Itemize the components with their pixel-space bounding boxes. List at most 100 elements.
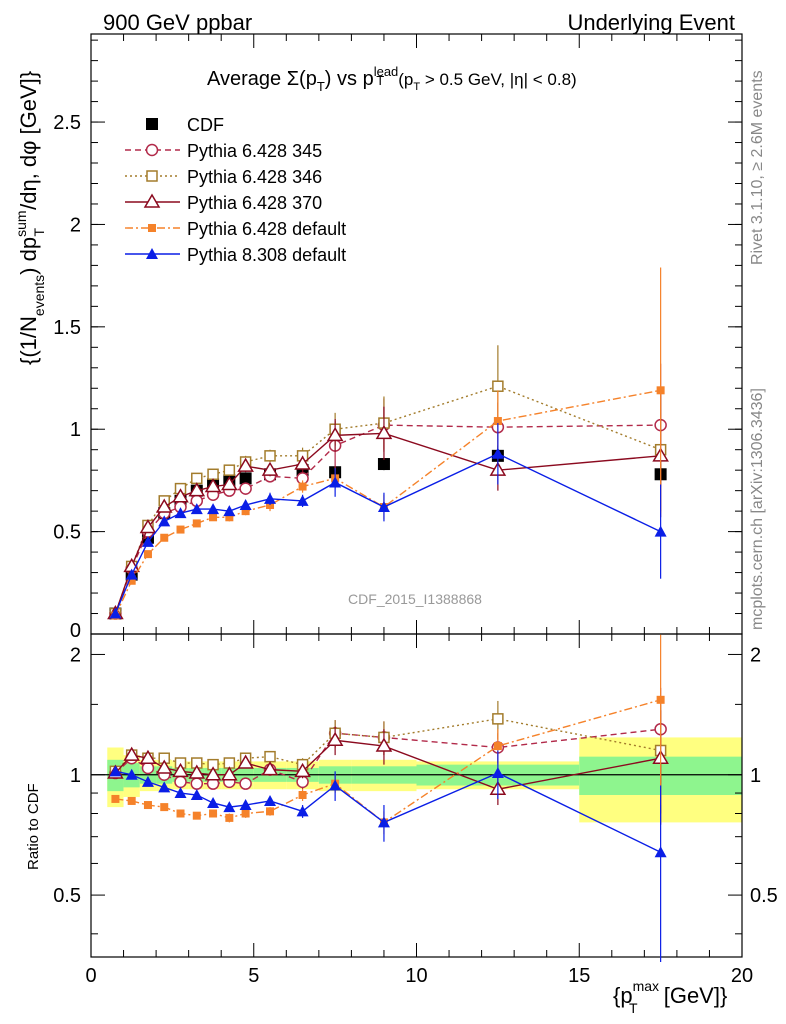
- lower-y-axis-label: Ratio to CDF: [25, 783, 42, 870]
- rivet-version-text: Rivet 3.1.10, ≥ 2.6M events: [749, 70, 766, 265]
- y-tick-label: 1.5: [53, 317, 81, 339]
- legend-label-p346: Pythia 6.428 346: [187, 167, 322, 187]
- x-tick-label: 10: [405, 965, 427, 987]
- lower-point-p370: [123, 746, 140, 761]
- analysis-watermark: CDF_2015_I1388868: [348, 591, 482, 607]
- lower-point-p6def: [266, 807, 275, 816]
- upper-point-p8def: [239, 498, 252, 510]
- lower-point-p8def: [223, 801, 236, 813]
- legend-label-p345: Pythia 6.428 345: [187, 141, 322, 161]
- y-tick-label-right: 1: [750, 765, 761, 787]
- legend: CDF Pythia 6.428 345 Pythia 6.428 346 Pythi…: [125, 115, 346, 265]
- y-zero-label: 0: [70, 620, 81, 642]
- x-tick-label: 20: [731, 965, 753, 987]
- lower-point-p345: [239, 777, 252, 790]
- x-tick-label: 0: [85, 965, 96, 987]
- upper-point-p370: [155, 498, 173, 513]
- lower-point-p370: [204, 766, 222, 781]
- lower-point-p8def: [125, 768, 138, 780]
- lower-point-p346: [264, 750, 276, 763]
- lower-point-p346: [492, 713, 504, 725]
- header-left: 900 GeV ppbar: [103, 10, 252, 35]
- upper-point-p370: [139, 519, 157, 534]
- lower-point-p8def: [491, 767, 504, 779]
- y-tick-label: 2: [70, 644, 81, 666]
- upper-point-p6def: [192, 519, 201, 528]
- upper-point-p6def: [209, 513, 218, 522]
- upper-point-p8def: [329, 476, 342, 488]
- upper-point-p8def: [190, 503, 203, 515]
- upper-point-p370: [261, 461, 279, 476]
- upper-point-p6def: [298, 482, 307, 491]
- y-tick-label-right: 0.5: [750, 885, 778, 907]
- upper-point-cdf: [377, 458, 390, 471]
- lower-point-p8def: [207, 796, 220, 808]
- lower-plot-series: [107, 634, 669, 963]
- upper-point-p8def: [491, 447, 504, 459]
- upper-point-p8def: [141, 535, 154, 547]
- lower-point-p370: [261, 761, 279, 776]
- upper-point-p8def: [377, 501, 390, 513]
- upper-point-p6def: [160, 533, 169, 542]
- lower-point-p345: [190, 777, 204, 790]
- legend-label-cdf: CDF: [187, 115, 224, 135]
- y-tick-label: 2.5: [53, 112, 81, 134]
- lower-point-p6def: [192, 811, 201, 820]
- upper-point-p346: [492, 380, 504, 392]
- mcplots-credit-text: mcplots.cern.ch [arXiv:1306.3436]: [749, 388, 766, 630]
- upper-point-p8def: [109, 607, 122, 619]
- lower-point-p6def: [225, 813, 234, 822]
- lower-point-p6def: [176, 809, 185, 818]
- lower-point-p345: [174, 775, 187, 789]
- upper-point-p6def: [225, 513, 234, 522]
- lower-point-p8def: [264, 794, 277, 806]
- x-axis-label: {pmax T [GeV]}: [613, 978, 727, 1016]
- legend-label-p370: Pythia 6.428 370: [187, 193, 322, 213]
- upper-point-p8def: [264, 492, 277, 504]
- lower-point-p6def: [160, 803, 169, 812]
- lower-point-p8def: [296, 805, 309, 817]
- legend-marker-p6def: [148, 224, 156, 232]
- upper-point-p370: [375, 424, 393, 440]
- upper-point-p346: [191, 472, 203, 485]
- x-tick-label: 5: [248, 965, 259, 987]
- upper-point-p6def: [656, 386, 665, 395]
- y-tick-label: 1: [70, 765, 81, 787]
- lower-point-p6def: [111, 794, 120, 803]
- upper-point-p370: [188, 482, 206, 497]
- legend-marker-p370: [143, 193, 161, 208]
- lower-point-p6def: [209, 809, 218, 818]
- y-tick-label: 0.5: [53, 885, 81, 907]
- upper-point-p8def: [158, 515, 171, 527]
- lower-point-p8def: [174, 787, 187, 799]
- x-tick-label: 15: [568, 965, 590, 987]
- lower-point-p6def: [127, 796, 136, 805]
- upper-point-p6def: [493, 417, 502, 426]
- legend-label-p8def: Pythia 8.308 default: [187, 245, 346, 265]
- lower-point-p370: [294, 762, 311, 778]
- upper-point-p346: [207, 468, 219, 481]
- lower-point-p370: [139, 749, 157, 764]
- upper-point-p8def: [654, 525, 667, 537]
- y-tick-label: 2: [70, 214, 81, 236]
- lower-point-p8def: [239, 799, 252, 811]
- legend-marker-p346: [146, 170, 158, 182]
- lower-point-p370: [326, 731, 344, 746]
- lower-point-p370: [155, 759, 173, 774]
- legend-label-p6def: Pythia 6.428 default: [187, 219, 346, 239]
- upper-point-p370: [221, 476, 238, 491]
- y-tick-label-right: 2: [750, 644, 761, 666]
- lower-point-p370: [221, 766, 238, 781]
- upper-point-p8def: [207, 503, 220, 515]
- upper-point-p8def: [223, 505, 236, 517]
- lower-point-p8def: [377, 816, 390, 828]
- upper-point-p370: [294, 455, 311, 470]
- upper-point-p370: [204, 478, 222, 493]
- legend-marker-cdf: [146, 118, 158, 130]
- lower-point-p370: [188, 764, 206, 779]
- lower-point-p8def: [654, 846, 667, 858]
- upper-point-p370: [172, 488, 189, 503]
- upper-point-p8def: [174, 507, 187, 519]
- upper-point-p6def: [241, 507, 250, 516]
